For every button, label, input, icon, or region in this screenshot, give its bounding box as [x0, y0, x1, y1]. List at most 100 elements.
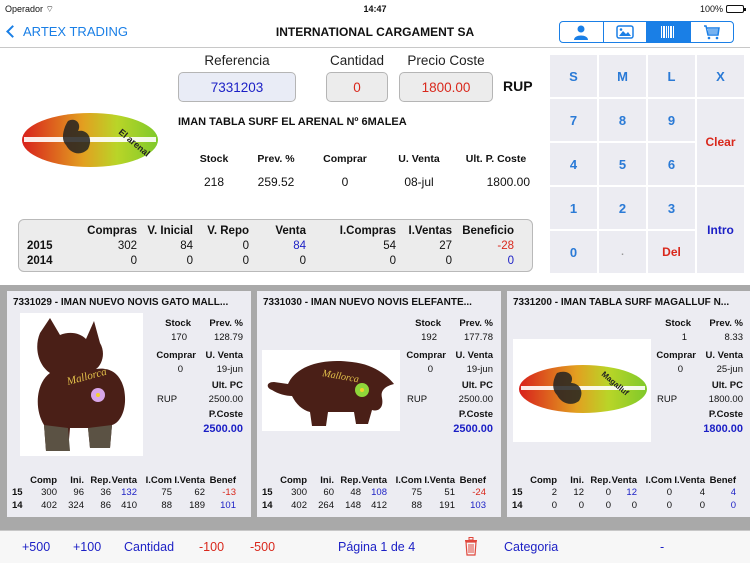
segment-cart[interactable]	[691, 22, 734, 42]
stock-value: 170	[171, 332, 187, 343]
vrepo-cell: 0	[242, 254, 249, 267]
pcoste-value: 2500.00	[453, 423, 493, 435]
ultpc-label: Ult. PC	[211, 380, 243, 391]
cell: 2	[551, 487, 557, 498]
delete-button[interactable]: Del	[648, 231, 695, 273]
segment-customer[interactable]	[560, 22, 604, 42]
product-card[interactable]: 7331029 - IMAN NUEVO NOVIS GATO MALL... …	[7, 291, 251, 517]
trash-icon	[465, 537, 477, 556]
cell: 402	[291, 500, 307, 511]
col-iventa: I.Venta	[674, 474, 705, 486]
key-s[interactable]: S	[550, 55, 597, 97]
col-benef: Benef	[459, 474, 486, 486]
plus-500-button[interactable]: +500	[22, 540, 51, 554]
key-6[interactable]: 6	[648, 143, 695, 185]
stock-header: Stock	[199, 153, 229, 165]
cell: 0	[578, 500, 584, 511]
precio-coste-input[interactable]: 1800.00	[399, 72, 493, 102]
pcoste-label: P.Coste	[708, 409, 743, 420]
segment-images[interactable]	[604, 22, 647, 42]
comprar-label: Comprar	[406, 350, 446, 361]
key-5[interactable]: 5	[599, 143, 646, 185]
card-title: 7331200 - IMAN TABLA SURF MAGALLUF N...	[513, 297, 730, 308]
back-label: ARTEX TRADING	[23, 24, 128, 39]
cantidad-button[interactable]: Cantidad	[124, 540, 175, 554]
ultpc-value: 1800.00	[708, 394, 743, 405]
cell: 15	[12, 487, 23, 498]
currency-label: RUP	[503, 78, 533, 94]
cell: 14	[12, 500, 23, 511]
key-8[interactable]: 8	[599, 99, 646, 141]
key-0[interactable]: 0	[550, 231, 597, 273]
product-card[interactable]: 7331030 - IMAN NUEVO NOVIS ELEFANTE... M…	[257, 291, 501, 517]
product-card[interactable]: 7331200 - IMAN TABLA SURF MAGALLUF N... …	[507, 291, 750, 517]
col-ini: Ini.	[70, 474, 84, 486]
key-decimal[interactable]: .	[599, 231, 646, 273]
prev-value: 177.78	[463, 332, 493, 343]
cell: 300	[291, 487, 307, 498]
cell: 51	[444, 487, 455, 498]
segment-barcode[interactable]	[647, 22, 691, 42]
table-row: 2015 302 84 0 84 54 27 -28	[27, 238, 514, 253]
cell: 132	[121, 487, 137, 498]
product-image: Mallorca	[262, 350, 400, 431]
table-row: 14 0 0 0 0 0 0 0	[512, 499, 736, 512]
year-cell: 2015	[27, 239, 53, 252]
product-grid: 7331029 - IMAN NUEVO NOVIS GATO MALL... …	[0, 285, 750, 530]
delete-button[interactable]	[464, 537, 478, 559]
key-x[interactable]: X	[697, 55, 744, 97]
history-col-year	[27, 223, 67, 238]
cell: -13	[222, 487, 236, 498]
cell: 48	[350, 487, 361, 498]
cell: 103	[470, 500, 486, 511]
key-1[interactable]: 1	[550, 187, 597, 229]
key-l[interactable]: L	[648, 55, 695, 97]
intro-button[interactable]: Intro	[697, 187, 744, 273]
key-4[interactable]: 4	[550, 143, 597, 185]
key-9[interactable]: 9	[648, 99, 695, 141]
cell: 0	[551, 500, 557, 511]
col-ini: Ini.	[320, 474, 334, 486]
pcoste-value: 1800.00	[703, 423, 743, 435]
clear-button[interactable]: Clear	[697, 99, 744, 185]
minus-500-button[interactable]: -500	[250, 540, 276, 554]
referencia-input[interactable]: 7331203	[178, 72, 296, 102]
key-2[interactable]: 2	[599, 187, 646, 229]
table-row: 14 402 264 148 412 88 191 103	[262, 499, 486, 512]
chevron-left-icon	[6, 25, 19, 38]
key-7[interactable]: 7	[550, 99, 597, 141]
history-col-compras: Compras	[87, 224, 137, 237]
stock-label: Stock	[165, 318, 191, 329]
carrier-label: Operador ⌔	[5, 4, 55, 14]
status-bar: Operador ⌔ 14:47 100%	[0, 0, 750, 18]
categoria-button[interactable]: Categoria	[504, 540, 559, 554]
key-m[interactable]: M	[599, 55, 646, 97]
prev-value: 128.79	[213, 332, 243, 343]
comprar-value: 0	[677, 364, 683, 375]
plus-100-button[interactable]: +100	[73, 540, 102, 554]
cell: 15	[512, 487, 523, 498]
minus-100-button[interactable]: -100	[199, 540, 225, 554]
vrepo-cell: 0	[242, 239, 249, 252]
table-row: 15 300 96 36 132 75 62 -13	[12, 486, 236, 499]
col-ini: Ini.	[570, 474, 584, 486]
cell: 88	[161, 500, 172, 511]
cell: 15	[262, 487, 273, 498]
key-3[interactable]: 3	[648, 187, 695, 229]
product-image: Magalluf	[513, 339, 651, 442]
comprar-label: Comprar	[156, 350, 196, 361]
uventa-label: U. Venta	[455, 350, 494, 361]
cantidad-label: Cantidad	[329, 53, 385, 68]
cell: 75	[161, 487, 172, 498]
back-button[interactable]: ARTEX TRADING	[6, 24, 128, 39]
cell: 264	[318, 500, 334, 511]
iventas-cell: 0	[445, 254, 452, 267]
cantidad-input[interactable]: 0	[326, 72, 388, 102]
wifi-icon: ⌔	[45, 4, 55, 14]
stock-label: Stock	[665, 318, 691, 329]
ultpc-label: Ult. PC	[711, 380, 743, 391]
cell: 300	[41, 487, 57, 498]
cell: -24	[472, 487, 486, 498]
ultpc-value: 2500.00	[458, 394, 493, 405]
comprar-value: 0	[177, 364, 183, 375]
